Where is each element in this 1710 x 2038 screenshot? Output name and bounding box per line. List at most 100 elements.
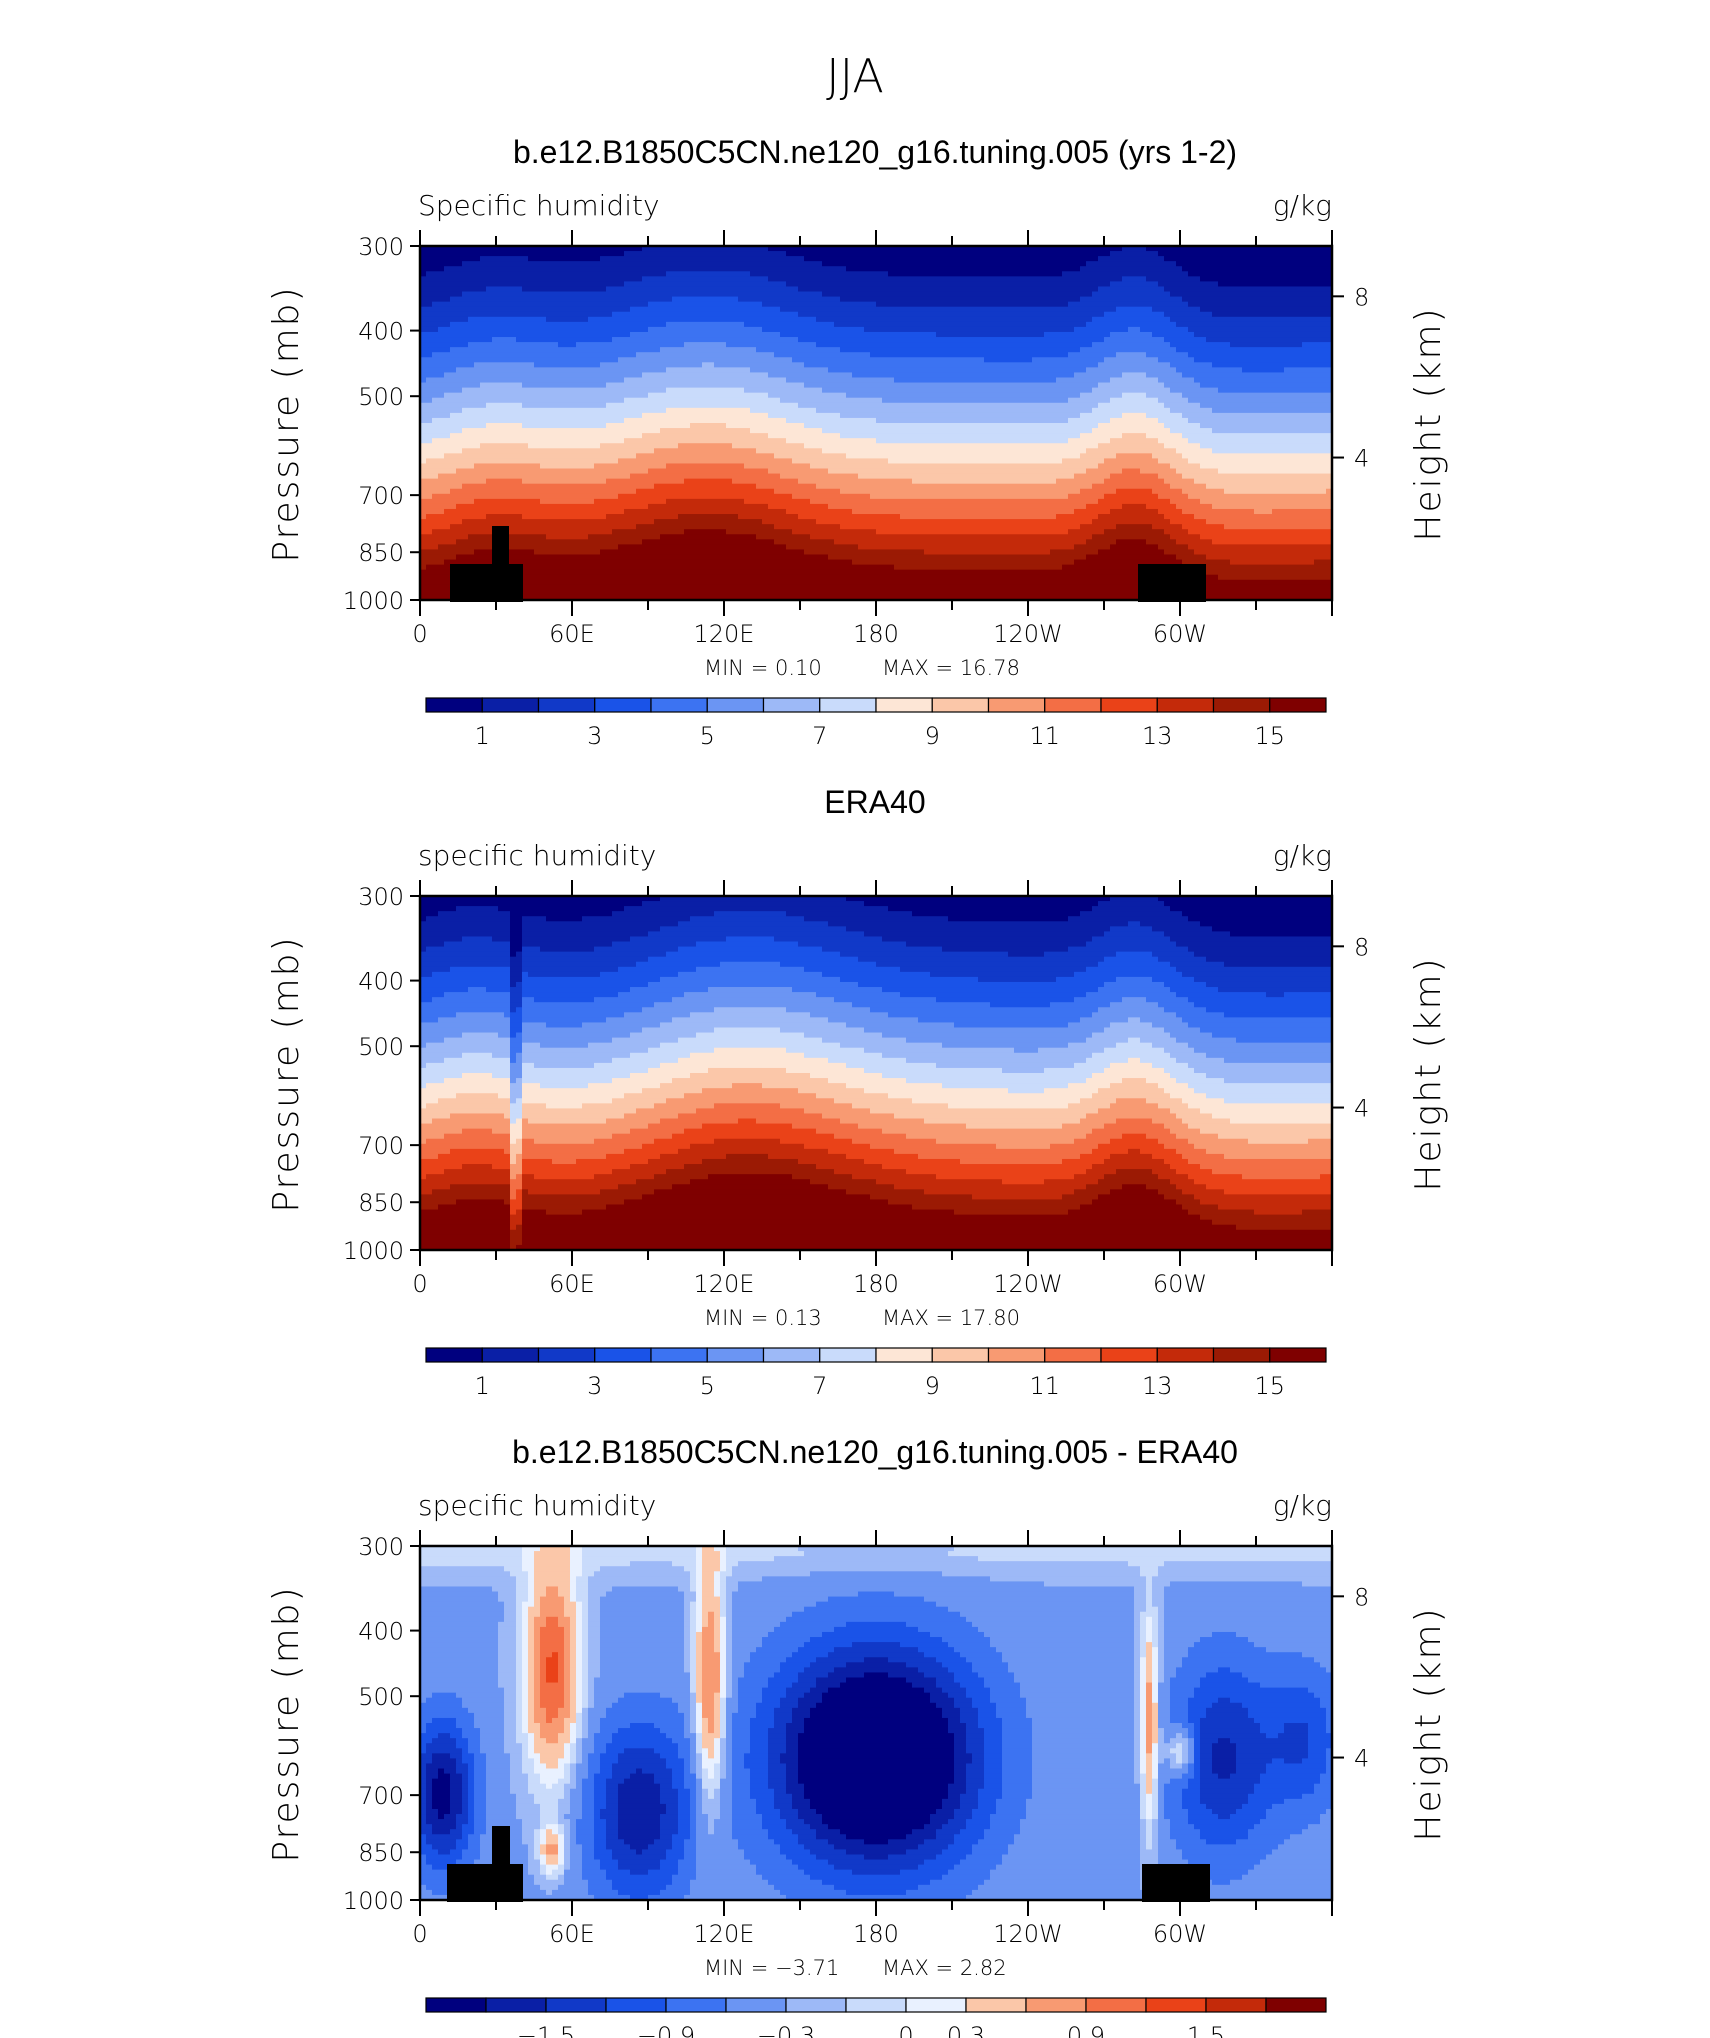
field-cell <box>522 261 529 267</box>
field-cell <box>498 332 505 338</box>
field-cell <box>660 413 667 419</box>
field-cell <box>528 297 535 303</box>
field-cell <box>792 418 799 424</box>
field-cell <box>432 271 439 277</box>
field-cell <box>558 276 565 282</box>
field-cell <box>684 580 691 586</box>
field-cell <box>438 357 445 363</box>
field-cell <box>534 544 541 550</box>
field-cell <box>696 504 703 510</box>
field-cell <box>642 362 649 368</box>
field-cell <box>672 499 679 505</box>
field-cell <box>612 423 619 429</box>
field-cell <box>612 519 619 525</box>
field-cell <box>618 433 625 439</box>
field-cell <box>684 413 691 419</box>
field-cell <box>828 509 835 515</box>
field-cell <box>810 377 817 383</box>
field-cell <box>648 337 655 343</box>
field-cell <box>732 575 739 581</box>
field-cell <box>534 519 541 525</box>
field-cell <box>480 347 487 353</box>
field-cell <box>540 367 547 373</box>
field-cell <box>570 362 577 368</box>
field-cell <box>726 544 733 550</box>
field-cell <box>636 570 643 576</box>
field-cell <box>810 504 817 510</box>
field-cell <box>828 484 835 490</box>
field-cell <box>444 565 451 571</box>
field-cell <box>558 423 565 429</box>
field-cell <box>816 494 823 500</box>
field-cell <box>606 281 613 287</box>
field-cell <box>822 453 829 459</box>
field-cell <box>576 307 583 313</box>
field-cell <box>726 403 733 409</box>
field-cell <box>672 423 679 429</box>
field-cell <box>552 539 559 545</box>
field-cell <box>756 479 763 485</box>
field-cell <box>468 463 475 469</box>
field-cell <box>702 297 709 303</box>
field-cell <box>732 388 739 394</box>
field-cell <box>714 337 721 343</box>
field-cell <box>654 549 661 555</box>
field-cell <box>738 428 745 434</box>
field-cell <box>828 565 835 571</box>
field-cell <box>822 297 829 303</box>
field-cell <box>780 312 787 318</box>
field-cell <box>810 367 817 373</box>
field-cell <box>582 393 589 399</box>
field-cell <box>834 539 841 545</box>
field-cell <box>690 256 697 262</box>
field-cell <box>702 544 709 550</box>
field-cell <box>618 271 625 277</box>
field-cell <box>732 367 739 373</box>
field-cell <box>804 565 811 571</box>
field-cell <box>690 408 697 414</box>
field-cell <box>600 256 607 262</box>
field-cell <box>492 474 499 480</box>
field-cell <box>528 479 535 485</box>
field-cell <box>774 453 781 459</box>
field-cell <box>444 332 451 338</box>
field-cell <box>612 469 619 475</box>
field-cell <box>636 565 643 571</box>
field-cell <box>822 388 829 394</box>
field-cell <box>804 403 811 409</box>
field-cell <box>504 292 511 298</box>
field-cell <box>426 281 433 287</box>
field-cell <box>750 499 757 505</box>
field-cell <box>780 453 787 459</box>
field-cell <box>654 529 661 535</box>
field-cell <box>516 342 523 348</box>
field-cell <box>534 403 541 409</box>
field-cell <box>744 327 751 333</box>
field-cell <box>654 489 661 495</box>
field-cell <box>834 554 841 560</box>
field-cell <box>612 590 619 596</box>
field-cell <box>552 590 559 596</box>
field-cell <box>672 554 679 560</box>
field-cell <box>480 484 487 490</box>
field-cell <box>768 463 775 469</box>
field-cell <box>786 281 793 287</box>
field-cell <box>462 276 469 282</box>
field-cell <box>642 372 649 378</box>
field-cell <box>750 388 757 394</box>
field-cell <box>702 534 709 540</box>
field-cell <box>828 438 835 444</box>
field-cell <box>792 317 799 323</box>
field-cell <box>546 362 553 368</box>
field-cell <box>672 590 679 596</box>
field-cell <box>768 585 775 591</box>
field-cell <box>606 367 613 373</box>
field-cell <box>618 519 625 525</box>
field-cell <box>774 539 781 545</box>
field-cell <box>822 286 829 292</box>
field-cell <box>432 565 439 571</box>
field-cell <box>840 585 847 591</box>
field-cell <box>780 524 787 530</box>
field-cell <box>840 362 847 368</box>
field-cell <box>570 575 577 581</box>
